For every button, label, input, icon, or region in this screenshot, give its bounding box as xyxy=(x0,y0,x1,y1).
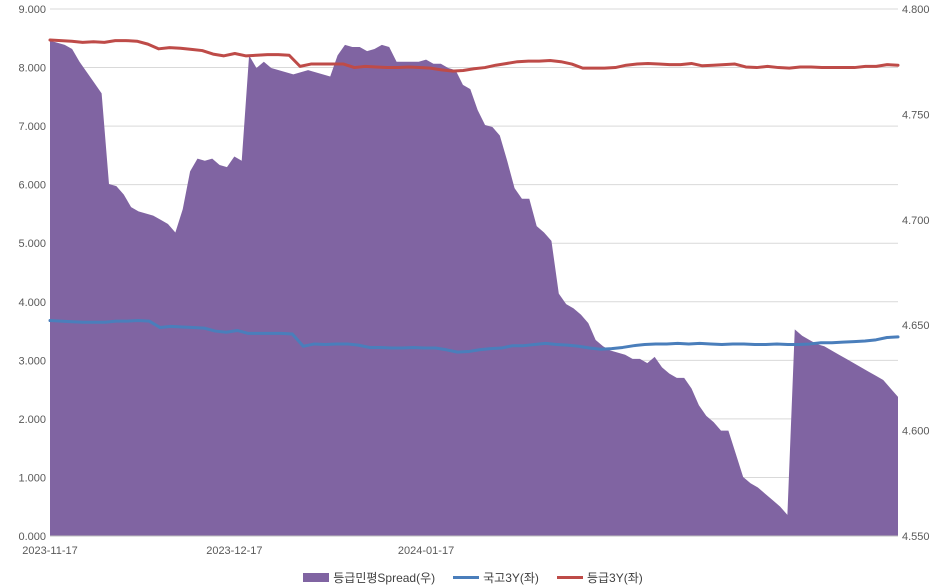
legend-item-spread: 등급민평Spread(우) xyxy=(303,569,435,586)
series-line-ktb3y xyxy=(48,319,900,354)
x-tick-label: 2023-12-17 xyxy=(206,545,262,557)
legend-label-spread: 등급민평Spread(우) xyxy=(333,570,436,585)
left-tick-label: 8.000 xyxy=(18,63,46,75)
left-tick-label: 7.000 xyxy=(18,121,46,133)
right-tick-label: 4.650 xyxy=(902,320,930,332)
legend-label-grade3y: 등급3Y(좌) xyxy=(586,570,643,585)
right-tick-label: 4.800 xyxy=(902,4,930,16)
left-tick-label: 5.000 xyxy=(18,238,46,250)
left-tick-label: 1.000 xyxy=(18,472,46,484)
series-line-grade3y xyxy=(48,38,900,73)
right-tick-label: 4.700 xyxy=(902,215,930,227)
chart-svg: 0.000 1.000 2.000 3.000 4.000 5.000 6.000 7.000… xyxy=(18,4,930,557)
series-area-spread xyxy=(50,40,898,537)
legend-item-grade3y: 등급3Y(좌) xyxy=(556,569,643,586)
left-tick-label: 9.000 xyxy=(18,4,46,16)
right-tick-label: 4.550 xyxy=(902,531,930,543)
legend-item-ktb3y: 국고3Y(좌) xyxy=(453,569,539,586)
legend-swatch-ktb3y xyxy=(453,575,480,579)
right-tick-label: 4.750 xyxy=(902,109,930,121)
left-tick-label: 3.000 xyxy=(18,355,46,367)
left-tick-label: 4.000 xyxy=(18,297,46,309)
x-tick-label: 2024-01-17 xyxy=(398,545,454,557)
legend: 등급민평Spread(우) 국고3Y(좌) 등급3Y(좌) xyxy=(0,568,946,586)
legend-swatch-grade3y xyxy=(556,575,583,579)
right-tick-label: 4.600 xyxy=(902,426,930,438)
left-tick-label: 6.000 xyxy=(18,180,46,192)
left-tick-label: 2.000 xyxy=(18,414,46,426)
x-tick-label: 2023-11-17 xyxy=(22,545,77,557)
left-tick-label: 0.000 xyxy=(18,531,46,543)
legend-swatch-spread xyxy=(303,572,330,582)
legend-label-ktb3y: 국고3Y(좌) xyxy=(483,570,539,585)
